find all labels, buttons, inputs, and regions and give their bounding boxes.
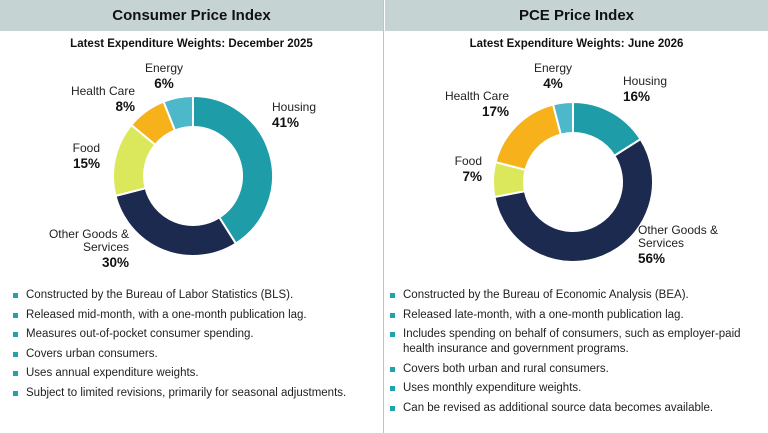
- cpi-header: Consumer Price Index: [0, 0, 383, 31]
- slice-housing: [192, 94, 274, 245]
- slice-label-other-goods-services: Other Goods & Services 56%: [638, 223, 718, 266]
- pce-bullet: Constructed by the Bureau of Economic An…: [389, 288, 761, 303]
- slice-energy: [162, 94, 194, 132]
- slice-label-health-care: Health Care 17%: [445, 89, 509, 119]
- cpi-bullet: Covers urban consumers.: [12, 347, 377, 362]
- slice-label-energy: Energy 6%: [145, 61, 183, 91]
- pce-chart-subtitle: Latest Expenditure Weights: June 2026: [469, 38, 684, 50]
- pce-panel: PCE Price Index Latest Expenditure Weigh…: [385, 0, 768, 433]
- slice-label-health-care: Health Care 8%: [71, 84, 135, 114]
- pce-bullet: Covers both urban and rural consumers.: [389, 362, 761, 377]
- pce-bullet-list: Constructed by the Bureau of Economic An…: [389, 288, 761, 420]
- cpi-bullet-list: Constructed by the Bureau of Labor Stati…: [12, 288, 377, 405]
- cpi-panel: Consumer Price Index Latest Expenditure …: [0, 0, 383, 433]
- slice-label-food: Food 15%: [73, 141, 100, 171]
- cpi-bullet: Constructed by the Bureau of Labor Stati…: [12, 288, 377, 303]
- cpi-bullet: Subject to limited revisions, primarily …: [12, 386, 377, 401]
- pce-header: PCE Price Index: [385, 0, 768, 31]
- slice-label-energy: Energy 4%: [534, 61, 572, 91]
- pce-donut-chart: Housing 16% Other Goods & Services 56% Food 7%…: [445, 61, 718, 266]
- cpi-bullet: Released mid-month, with a one-month pub…: [12, 308, 377, 323]
- pce-bullet: Uses monthly expenditure weights.: [389, 381, 761, 396]
- pce-bullet: Includes spending on behalf of consumers…: [389, 327, 761, 357]
- slice-label-food: Food 7%: [455, 154, 482, 184]
- cpi-donut-chart: Housing 41% Other Goods & Services 30% Food 15…: [49, 61, 316, 270]
- panel-divider: [383, 0, 384, 433]
- slice-label-housing: Housing 41%: [272, 100, 316, 130]
- slice-other-goods-services: [114, 186, 238, 257]
- cpi-chart-subtitle: Latest Expenditure Weights: December 202…: [70, 38, 313, 50]
- slice-other-goods-services: [493, 137, 654, 263]
- slice-energy: [551, 100, 574, 136]
- pce-bullet: Released late-month, with a one-month pu…: [389, 308, 761, 323]
- slice-label-housing: Housing 16%: [623, 74, 667, 104]
- slice-label-other-goods-services: Other Goods & Services 30%: [49, 227, 129, 270]
- pce-bullet: Can be revised as additional source data…: [389, 401, 761, 416]
- cpi-bullet: Measures out-of-pocket consumer spending…: [12, 327, 377, 342]
- cpi-bullet: Uses annual expenditure weights.: [12, 366, 377, 381]
